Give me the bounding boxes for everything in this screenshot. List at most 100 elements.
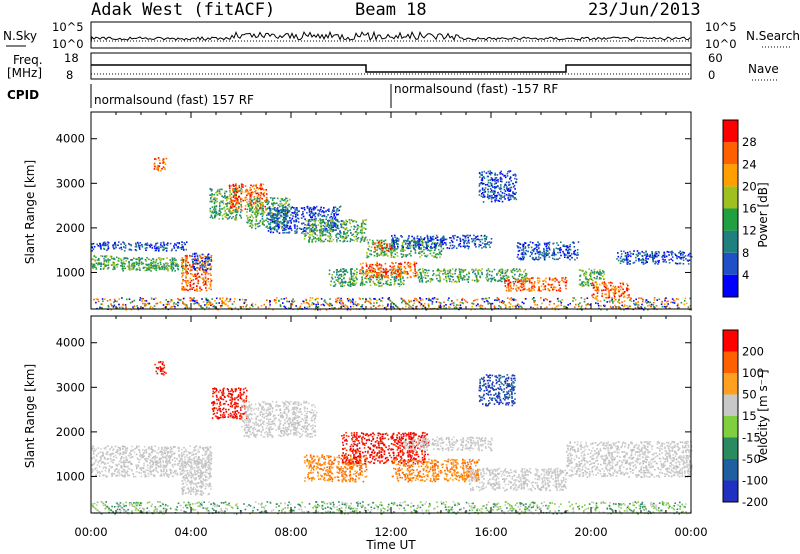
echo-cell bbox=[184, 260, 187, 262]
echo-cell bbox=[207, 254, 209, 256]
echo-cell bbox=[190, 269, 193, 271]
echo-cell bbox=[253, 211, 256, 214]
echo-cell bbox=[440, 253, 442, 256]
echo-cell bbox=[409, 240, 411, 243]
echo-cell bbox=[218, 205, 221, 208]
echo-cell bbox=[421, 243, 424, 245]
echo-cell bbox=[569, 248, 572, 251]
echo-cell bbox=[343, 284, 346, 287]
echo-cell bbox=[98, 259, 100, 262]
echo-cell bbox=[313, 229, 316, 231]
echo-cell bbox=[199, 276, 201, 279]
echo-cell bbox=[329, 284, 332, 286]
echo-cell bbox=[376, 261, 378, 264]
echo-cell bbox=[629, 260, 631, 262]
echo-cell bbox=[139, 242, 142, 244]
echo-cell bbox=[488, 244, 490, 246]
echo-cell bbox=[138, 261, 141, 264]
echo-cell bbox=[619, 282, 622, 285]
echo-cell bbox=[356, 240, 358, 242]
echo-cell bbox=[194, 262, 197, 265]
echo-cell bbox=[421, 250, 424, 253]
echo-cell bbox=[308, 227, 311, 229]
echo-cell bbox=[254, 190, 256, 193]
echo-cell bbox=[235, 190, 237, 193]
echo-cell bbox=[230, 200, 232, 203]
echo-cell bbox=[240, 203, 242, 206]
echo-cell bbox=[287, 209, 289, 212]
echo-cell bbox=[603, 299, 606, 302]
echo-cell bbox=[323, 240, 325, 243]
echo-cell bbox=[486, 272, 489, 275]
echo-cell bbox=[590, 269, 593, 272]
echo-cell bbox=[156, 246, 158, 249]
echo-cell bbox=[345, 223, 348, 225]
echo-cell bbox=[308, 209, 311, 211]
echo-cell bbox=[436, 274, 438, 276]
echo-cell bbox=[483, 238, 486, 240]
echo-cell bbox=[424, 255, 426, 257]
echo-cell bbox=[509, 189, 512, 191]
echo-cell bbox=[553, 250, 555, 253]
echo-cell bbox=[155, 158, 157, 161]
echo-cell bbox=[346, 232, 348, 234]
echo-cell bbox=[525, 249, 527, 252]
echo-cell bbox=[505, 193, 508, 196]
echo-cell bbox=[186, 264, 189, 267]
echo-cell bbox=[588, 268, 590, 270]
echo-cell bbox=[400, 265, 402, 268]
echo-cell bbox=[271, 214, 274, 216]
echo-cell bbox=[414, 252, 417, 254]
echo-cell bbox=[475, 274, 478, 277]
echo-cell bbox=[132, 268, 134, 271]
echo-cell bbox=[133, 267, 135, 269]
echo-cell bbox=[239, 197, 242, 200]
echo-cell bbox=[252, 202, 255, 204]
echo-cell bbox=[610, 289, 612, 291]
echo-cell bbox=[431, 247, 434, 249]
echo-cell bbox=[535, 256, 537, 259]
echo-cell bbox=[246, 211, 248, 213]
echo-cell bbox=[443, 237, 445, 240]
echo-cell bbox=[288, 210, 291, 213]
echo-cell bbox=[564, 281, 567, 284]
echo-cell bbox=[603, 285, 606, 288]
echo-cell bbox=[265, 197, 268, 199]
echo-cell bbox=[603, 281, 606, 283]
echo-cell bbox=[576, 252, 579, 254]
echo-cell bbox=[198, 268, 201, 270]
echo-cell bbox=[302, 213, 304, 215]
echo-cell bbox=[509, 289, 512, 291]
echo-cell bbox=[185, 248, 188, 251]
echo-cell bbox=[380, 249, 383, 252]
echo-cell bbox=[365, 275, 368, 278]
echo-cell bbox=[97, 300, 100, 303]
echo-cell bbox=[523, 256, 525, 258]
echo-cell bbox=[220, 201, 223, 204]
echo-cell bbox=[556, 279, 558, 281]
echo-cell bbox=[520, 274, 523, 276]
echo-cell bbox=[614, 292, 616, 295]
echo-cell bbox=[247, 205, 250, 208]
echo-cell bbox=[314, 222, 316, 225]
echo-cell bbox=[392, 266, 395, 268]
echo-cell bbox=[624, 252, 627, 254]
echo-cell bbox=[421, 277, 423, 280]
echo-cell bbox=[449, 269, 451, 271]
echo-cell bbox=[597, 304, 600, 307]
echo-cell bbox=[205, 266, 207, 269]
echo-cell bbox=[490, 200, 493, 203]
echo-cell bbox=[189, 265, 192, 267]
echo-cell bbox=[304, 218, 306, 220]
echo-cell bbox=[378, 280, 380, 282]
echo-cell bbox=[120, 246, 122, 249]
echo-cell bbox=[227, 197, 229, 200]
echo-cell bbox=[475, 268, 477, 271]
echo-cell bbox=[114, 258, 116, 261]
echo-cell bbox=[538, 277, 541, 280]
echo-cell bbox=[253, 203, 255, 205]
echo-cell bbox=[136, 241, 139, 244]
echo-cell bbox=[233, 188, 235, 190]
echo-cell bbox=[303, 230, 305, 232]
echo-cell bbox=[343, 231, 345, 233]
